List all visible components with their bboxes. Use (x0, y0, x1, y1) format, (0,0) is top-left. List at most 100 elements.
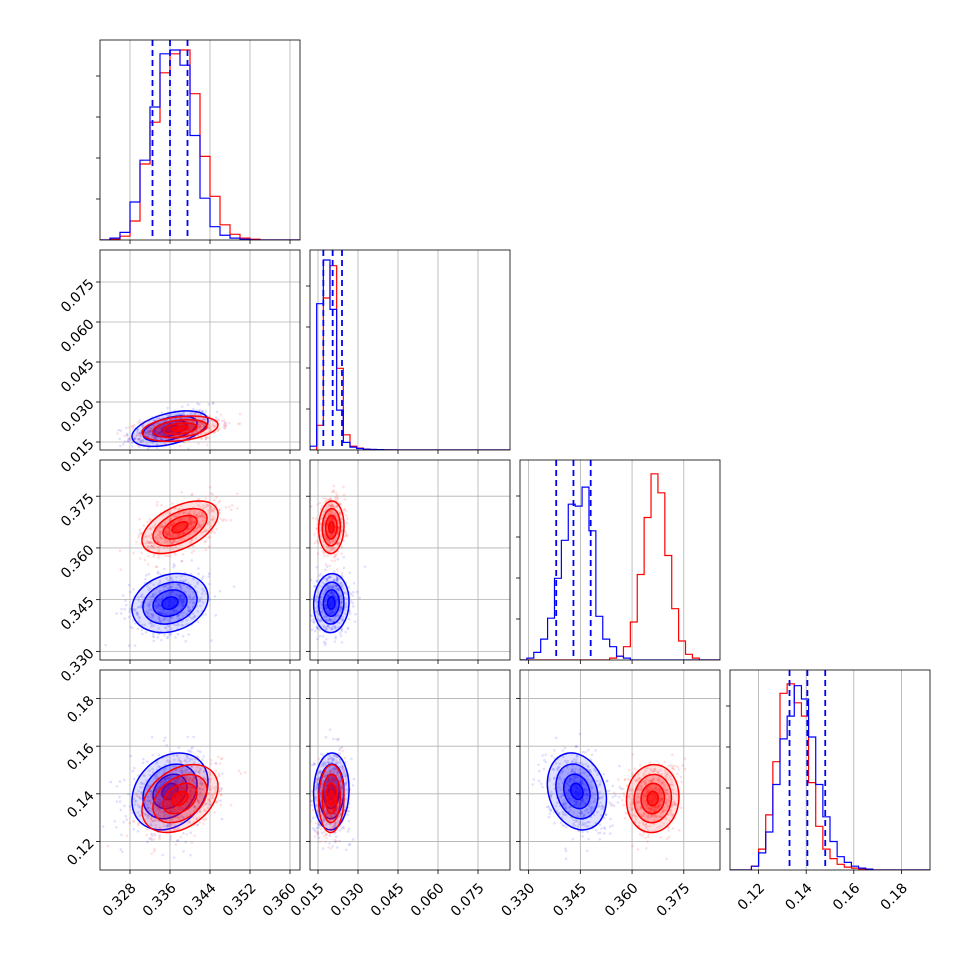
sample-point (139, 440, 143, 444)
y-tick-label: 0.360 (58, 542, 98, 582)
sample-point (331, 539, 334, 543)
sample-point (156, 787, 160, 791)
sample-point (317, 820, 321, 824)
sample-point (197, 770, 201, 774)
sample-point (324, 536, 328, 540)
sample-point (184, 419, 187, 423)
sample-point (312, 620, 316, 624)
sample-point (201, 504, 205, 507)
sample-point (329, 815, 333, 818)
sample-point (172, 764, 176, 768)
sample-point (174, 545, 178, 549)
sample-point (167, 798, 170, 801)
sample-point (222, 418, 226, 422)
sample-point (136, 795, 140, 798)
sample-point (217, 774, 221, 778)
sample-point (157, 432, 161, 435)
sample-point (117, 428, 120, 432)
sample-point (220, 817, 224, 821)
sample-point (158, 826, 162, 829)
sample-point (177, 508, 180, 511)
sample-point (141, 786, 144, 789)
sample-point (332, 757, 336, 761)
sample-point (160, 612, 164, 616)
sample-point (207, 536, 210, 539)
sample-point (340, 641, 344, 644)
sample-point (138, 821, 141, 825)
sample-point (159, 432, 163, 436)
sample-point (191, 493, 194, 496)
sample-point (165, 594, 169, 597)
sample-point (312, 794, 316, 798)
sample-point (139, 434, 143, 438)
sample-point (149, 608, 152, 611)
sample-point (187, 528, 191, 531)
sample-point (161, 432, 164, 435)
sample-point (207, 798, 211, 802)
sample-point (330, 504, 334, 507)
sample-point (171, 523, 174, 526)
sample-point (172, 566, 175, 569)
sample-point (208, 777, 212, 781)
sample-point (163, 612, 167, 616)
sample-point (187, 633, 191, 636)
sample-point (210, 518, 214, 521)
sample-point (217, 501, 220, 504)
sample-point (333, 779, 336, 782)
sample-point (199, 790, 202, 794)
sample-point (215, 801, 218, 804)
sample-point (152, 639, 156, 643)
sample-point (336, 820, 340, 824)
sample-point (346, 626, 350, 629)
sample-point (157, 780, 161, 783)
sample-point (188, 609, 191, 613)
sample-point (190, 798, 194, 801)
sample-point (205, 435, 208, 439)
sample-point (199, 792, 203, 796)
sample-point (137, 432, 141, 435)
y-tick-label: 0.075 (58, 276, 98, 316)
sample-point (181, 579, 185, 583)
sample-point (323, 643, 327, 646)
sample-point (338, 814, 342, 817)
panel-content (100, 40, 300, 240)
sample-point (183, 769, 187, 772)
sample-point (199, 428, 202, 431)
sample-point (178, 579, 182, 582)
sample-point (154, 774, 158, 777)
sample-point (334, 525, 337, 528)
sample-point (173, 783, 177, 786)
sample-point (321, 609, 325, 613)
sample-point (177, 532, 180, 536)
sample-point (133, 437, 137, 440)
sample-point (341, 587, 345, 590)
sample-point (344, 848, 348, 852)
sample-point (187, 517, 191, 521)
sample-point (146, 603, 150, 606)
sample-point (333, 813, 337, 817)
sample-point (127, 615, 131, 619)
sample-point (331, 767, 334, 771)
sample-point (152, 819, 155, 823)
sample-point (344, 772, 347, 776)
y-tick-label: 0.045 (58, 356, 98, 396)
sample-point (162, 739, 166, 743)
sample-point (168, 577, 172, 580)
sample-point (195, 526, 199, 530)
sample-point (146, 544, 150, 548)
sample-point (328, 834, 332, 838)
sample-point (190, 412, 194, 416)
sample-point (144, 798, 148, 802)
sample-point (148, 429, 152, 433)
sample-point (123, 617, 126, 620)
sample-point (337, 737, 340, 741)
sample-point (344, 532, 348, 535)
sample-point (200, 422, 204, 426)
sample-point (340, 800, 344, 803)
sample-point (164, 800, 167, 804)
sample-point (158, 808, 161, 812)
sample-point (193, 789, 196, 792)
sample-point (149, 836, 153, 840)
sample-point (157, 802, 160, 805)
sample-point (129, 438, 133, 442)
